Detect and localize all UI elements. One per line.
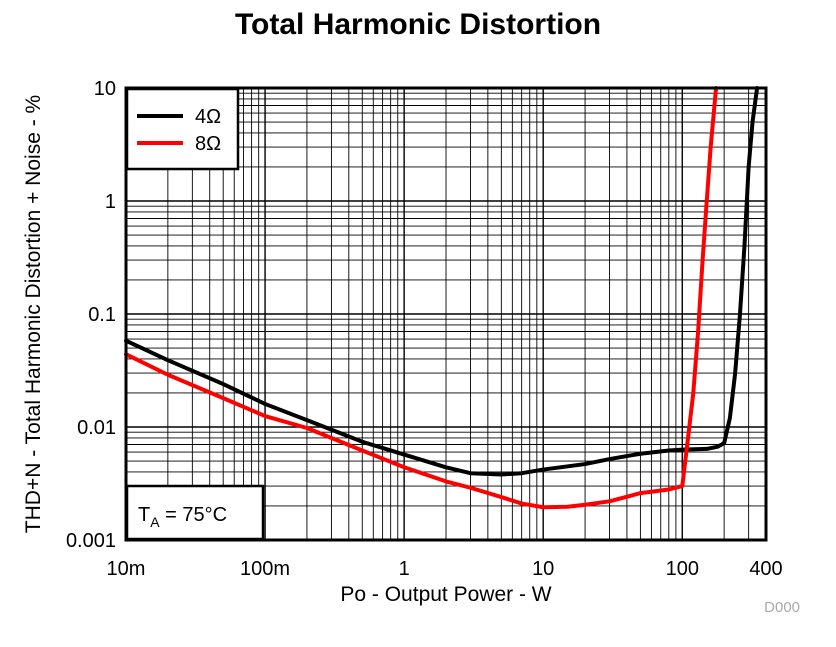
y-tick-label: 0.01: [77, 417, 116, 439]
x-axis-label: Po - Output Power - W: [340, 583, 551, 606]
y-tick-label: 10: [94, 78, 116, 100]
series-layer: [124, 86, 760, 510]
figure-id: D000: [764, 599, 800, 616]
y-tick-label: 0.1: [88, 304, 116, 326]
plot-frame: [124, 86, 768, 542]
x-tick-label: 10m: [107, 558, 146, 580]
y-tick-labels: 0.001 0.01 0.1 1 10: [66, 78, 116, 552]
legend-label-4ohm: 4Ω: [195, 106, 221, 128]
x-tick-labels: 10m 100m 1 10 100 400: [107, 558, 783, 580]
legend-box: [125, 87, 240, 171]
x-tick-label: 10: [532, 558, 554, 580]
x-tick-label: 1: [399, 558, 410, 580]
series-line-8ohm: [124, 86, 719, 510]
x-tick-label: 100m: [240, 558, 290, 580]
y-tick-label: 0.001: [66, 530, 116, 552]
y-tick-label: 1: [105, 191, 116, 213]
legend: 4Ω 8Ω: [125, 87, 240, 171]
chart-title: Total Harmonic Distortion: [234, 8, 602, 41]
x-tick-label: 400: [749, 558, 782, 580]
x-tick-label: 100: [666, 558, 699, 580]
y-axis-label: THD+N - Total Harmonic Distortion + Nois…: [22, 95, 45, 533]
annotation-box: [125, 484, 265, 541]
annotation-text: TA = 75°C: [138, 504, 227, 530]
legend-label-8ohm: 8Ω: [195, 133, 221, 155]
temperature-annotation: TA = 75°C: [125, 484, 265, 541]
series-line-4ohm: [124, 86, 760, 477]
